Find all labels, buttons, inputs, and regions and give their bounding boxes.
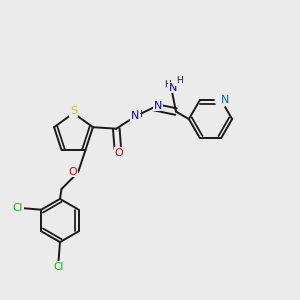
Text: N: N xyxy=(221,95,229,105)
Text: N: N xyxy=(169,82,177,93)
Text: O: O xyxy=(114,148,123,158)
Text: N: N xyxy=(131,111,139,122)
Text: Cl: Cl xyxy=(53,262,64,272)
Text: Cl: Cl xyxy=(13,203,23,213)
Text: H: H xyxy=(176,76,182,85)
Text: O: O xyxy=(68,167,77,177)
Text: H: H xyxy=(135,110,142,119)
Text: N: N xyxy=(154,100,162,111)
Text: H: H xyxy=(164,80,171,89)
Text: S: S xyxy=(70,106,77,116)
